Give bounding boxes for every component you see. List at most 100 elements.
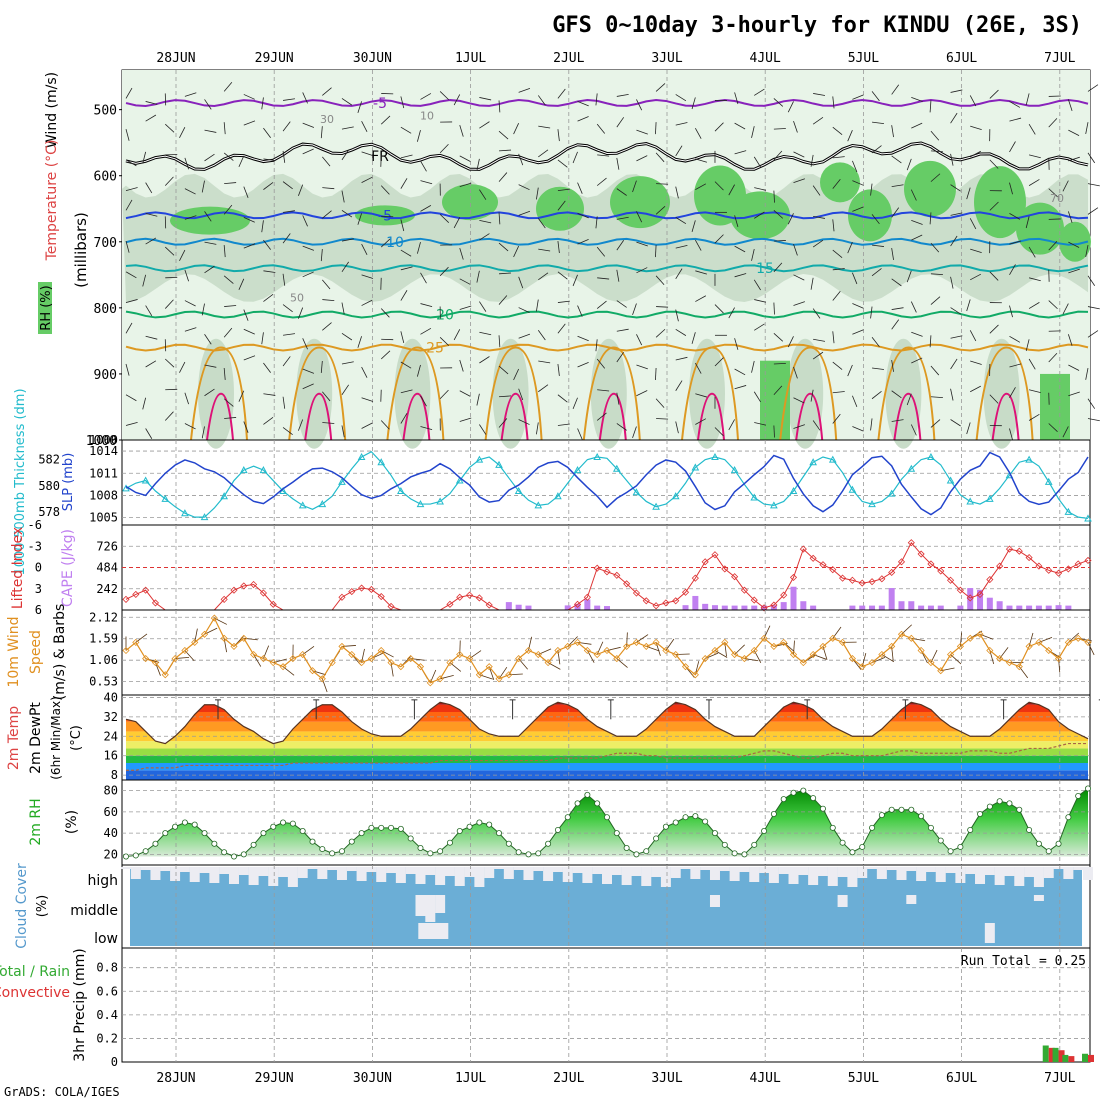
temperature-loop [500, 392, 529, 441]
rh-legend-label: RH (%) [39, 285, 54, 330]
cape-bar [927, 605, 934, 610]
wind-legend-label: Wind (m/s) [44, 72, 60, 148]
lifted-index-marker [387, 602, 395, 611]
temperature-contour-label: 10 [386, 235, 404, 251]
cloud-gap [435, 895, 446, 913]
y-tick-label: 500 [94, 104, 117, 119]
wind-speed-marker [505, 671, 513, 679]
thickness-line [125, 451, 1089, 520]
wind-barb [871, 337, 880, 347]
wind-speed-marker [642, 642, 650, 650]
wind-barb [361, 176, 373, 183]
wind-barb [852, 303, 864, 309]
wind-barb [459, 417, 472, 422]
wind-barb [1048, 188, 1058, 198]
wind-barb [966, 299, 971, 312]
cloud-gap [837, 867, 848, 877]
cloud-gap [415, 867, 426, 884]
wind-speed-marker [200, 630, 209, 638]
li-tick-label: -6 [28, 518, 42, 532]
rh-marker [918, 813, 925, 820]
wind-barb [538, 360, 551, 364]
lifted-index-marker [220, 595, 228, 603]
wind-barb [632, 180, 637, 193]
cloud-gap [278, 867, 289, 877]
thickness-marker [534, 501, 543, 509]
wind-barb [498, 149, 512, 152]
wind-barb [557, 363, 560, 376]
wind-barb [459, 247, 464, 260]
wind-barb [852, 160, 858, 173]
cloud-gap [1004, 867, 1015, 876]
wind-barb [420, 327, 432, 335]
cloud-gap [150, 867, 161, 880]
footer-credit: GrADS: COLA/IGES [4, 1085, 120, 1099]
wind-barb [341, 210, 353, 218]
wind-barb [557, 423, 570, 426]
wind-barb [302, 368, 315, 374]
rh-marker [996, 798, 1003, 805]
wind-barb [479, 121, 490, 129]
cape-bar [702, 603, 709, 610]
cloud-gap [160, 867, 171, 871]
wind-barb [179, 126, 186, 139]
li-tick-label: -3 [28, 539, 42, 553]
cloud-gap [719, 867, 730, 871]
wind-barb [164, 123, 175, 133]
wind-barb [302, 245, 315, 251]
temperature-loop [206, 392, 234, 441]
bottom-date-label: 5JUL [848, 1071, 879, 1086]
cape-bar [1006, 605, 1013, 610]
bottom-date-label: 1JUL [455, 1071, 486, 1086]
wind-speed-marker [868, 659, 876, 667]
wind-barb [1009, 264, 1016, 276]
lifted-index-marker [731, 573, 739, 581]
slp-tick-label: 1014 [89, 444, 118, 458]
wind-barb [1085, 122, 1089, 135]
wind-barb [125, 129, 130, 141]
wind-barb [812, 239, 824, 248]
rh-marker [859, 843, 866, 850]
wind-speed-marker [603, 646, 611, 655]
wind-barb [536, 187, 539, 200]
wind-speed-marker [672, 650, 680, 659]
wind-barb [675, 186, 679, 199]
wind-barb [753, 279, 761, 291]
wind-barb [870, 183, 873, 196]
temperature-fill [126, 702, 1088, 780]
rh-marker [456, 828, 463, 835]
rh-marker [682, 814, 689, 821]
temp-tick-label: 8 [111, 768, 118, 782]
rh-low-column [689, 338, 725, 449]
cloud-gap [543, 867, 554, 881]
wind-barb [751, 248, 755, 261]
top-date-label: 28JUN [156, 51, 195, 66]
cloud-gap [984, 923, 995, 943]
wind-barb [223, 398, 234, 407]
lifted-index-marker [573, 600, 582, 608]
wind-barb [420, 180, 433, 185]
lifted-index-marker [1035, 562, 1043, 570]
cloud-gap [1033, 895, 1044, 901]
wind-barb [616, 240, 625, 251]
wind-speed-marker [407, 655, 415, 663]
bottom-date-label: 4JUL [750, 1071, 781, 1086]
cape-bar [849, 605, 856, 610]
rh-high-area [442, 184, 498, 221]
wind-speed-marker [495, 675, 503, 683]
lifted-index-marker [868, 578, 876, 586]
rh-marker [947, 848, 954, 855]
cloud-gap [906, 895, 917, 904]
wind-barb [145, 182, 153, 194]
wind-barb [871, 244, 885, 247]
wind-barb [201, 303, 205, 316]
rh-marker [810, 795, 817, 802]
lifted-index-marker [799, 545, 807, 553]
temp-tick-label: 40 [104, 690, 118, 704]
cloud-gap [1073, 867, 1084, 870]
wind-barb [832, 391, 845, 394]
wind-tick-label: 1.59 [89, 632, 118, 646]
wind-barb [1028, 358, 1036, 370]
wind-barb [518, 307, 530, 313]
